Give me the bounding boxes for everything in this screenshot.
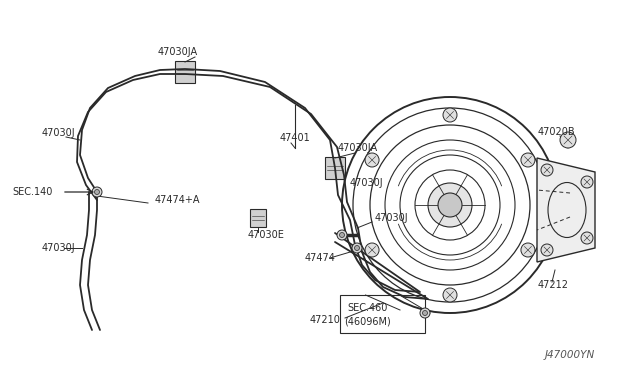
Circle shape: [521, 153, 535, 167]
Circle shape: [541, 244, 553, 256]
Text: 47030J: 47030J: [42, 243, 76, 253]
Circle shape: [443, 288, 457, 302]
Text: SEC.140: SEC.140: [12, 187, 52, 197]
Circle shape: [541, 164, 553, 176]
Circle shape: [438, 193, 462, 217]
Bar: [325, 157, 345, 179]
Bar: [175, 61, 195, 83]
Circle shape: [420, 308, 430, 318]
Circle shape: [339, 232, 344, 237]
Text: 47030E: 47030E: [248, 230, 285, 240]
Text: (46096M): (46096M): [344, 316, 391, 326]
Text: 47030JA: 47030JA: [158, 47, 198, 57]
Bar: [250, 209, 266, 227]
Bar: [340, 295, 425, 333]
Circle shape: [581, 232, 593, 244]
Circle shape: [92, 187, 102, 197]
Circle shape: [428, 183, 472, 227]
Bar: [562, 197, 578, 215]
Text: 47020B: 47020B: [538, 127, 575, 137]
Circle shape: [337, 230, 347, 240]
Text: 47030JA: 47030JA: [338, 143, 378, 153]
Text: 47474+A: 47474+A: [155, 195, 200, 205]
Text: 47210: 47210: [310, 315, 341, 325]
Text: 47030J: 47030J: [350, 178, 383, 188]
Text: 47474: 47474: [305, 253, 336, 263]
Circle shape: [521, 243, 535, 257]
Text: 47401: 47401: [280, 133, 311, 143]
Circle shape: [352, 243, 362, 253]
Circle shape: [365, 153, 379, 167]
Polygon shape: [537, 158, 595, 262]
Circle shape: [581, 176, 593, 188]
Text: J47000YN: J47000YN: [545, 350, 595, 360]
Circle shape: [560, 132, 576, 148]
Circle shape: [365, 243, 379, 257]
Text: 47212: 47212: [538, 280, 569, 290]
Text: SEC.460: SEC.460: [347, 303, 387, 313]
Circle shape: [422, 311, 428, 315]
Text: 47030J: 47030J: [375, 213, 408, 223]
Circle shape: [355, 246, 360, 250]
Text: 47030J: 47030J: [42, 128, 76, 138]
Circle shape: [443, 108, 457, 122]
Circle shape: [95, 189, 99, 195]
